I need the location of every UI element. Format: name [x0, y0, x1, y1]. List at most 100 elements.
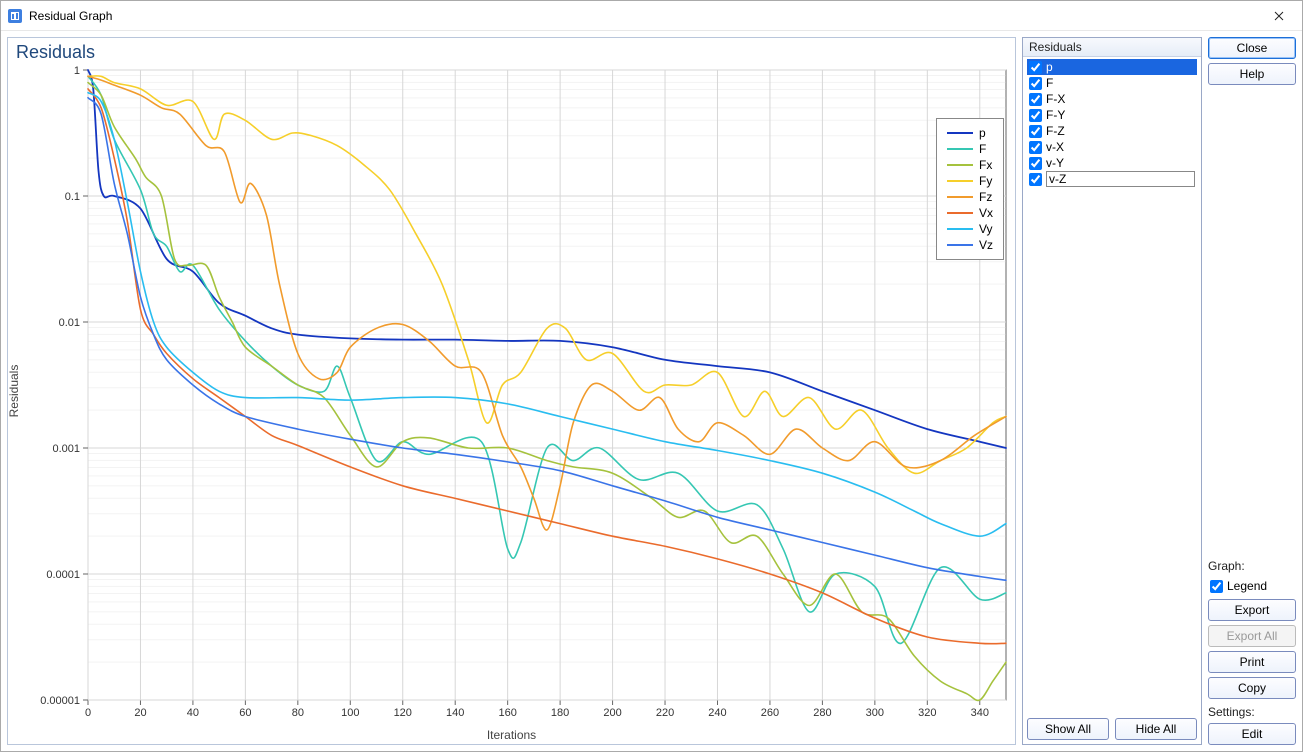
legend-swatch — [947, 212, 973, 214]
svg-text:0.01: 0.01 — [59, 317, 80, 329]
legend-swatch — [947, 148, 973, 150]
legend-label: Vz — [979, 238, 993, 252]
series-check-label: F-Y — [1046, 108, 1195, 122]
series-checkbox[interactable] — [1029, 157, 1042, 170]
legend-row: F — [947, 141, 993, 157]
window-close-button[interactable] — [1256, 1, 1302, 31]
export-all-button[interactable]: Export All — [1208, 625, 1296, 647]
legend-row: p — [947, 125, 993, 141]
series-checkbox[interactable] — [1029, 77, 1042, 90]
copy-button[interactable]: Copy — [1208, 677, 1296, 699]
series-check-row[interactable]: v-X — [1027, 139, 1197, 155]
series-check-row[interactable]: v-Z — [1027, 171, 1197, 187]
chart-svg: 0 20 40 60 80 100 120 140 160 180 200 220 240 260 280 3… — [8, 38, 1010, 744]
series-checkbox[interactable] — [1029, 93, 1042, 106]
legend-swatch — [947, 244, 973, 246]
svg-text:260: 260 — [761, 707, 779, 719]
window-title: Residual Graph — [29, 9, 1256, 23]
legend-label: Fz — [979, 190, 992, 204]
series-checkbox[interactable] — [1029, 125, 1042, 138]
legend-label: p — [979, 126, 986, 140]
series-check-row[interactable]: F-Z — [1027, 123, 1197, 139]
buttons-column: Close Help Graph: Legend Export Export A… — [1208, 37, 1296, 745]
legend-label: Fy — [979, 174, 992, 188]
legend-label: Vy — [979, 222, 993, 236]
legend-label: Vx — [979, 206, 993, 220]
print-button[interactable]: Print — [1208, 651, 1296, 673]
svg-text:160: 160 — [498, 707, 516, 719]
svg-text:20: 20 — [134, 707, 146, 719]
series-panel: Residuals pFF-XF-YF-Zv-Xv-Yv-Z Show All … — [1022, 37, 1202, 745]
svg-text:40: 40 — [187, 707, 199, 719]
svg-text:0.1: 0.1 — [65, 191, 80, 203]
svg-text:0.0001: 0.0001 — [46, 569, 80, 581]
hide-all-button[interactable]: Hide All — [1115, 718, 1197, 740]
settings-section-label: Settings: — [1208, 705, 1296, 719]
legend-swatch — [947, 164, 973, 166]
series-check-row[interactable]: v-Y — [1027, 155, 1197, 171]
show-all-button[interactable]: Show All — [1027, 718, 1109, 740]
svg-text:300: 300 — [866, 707, 884, 719]
right-column: Residuals pFF-XF-YF-Zv-Xv-Yv-Z Show All … — [1022, 37, 1202, 745]
legend-row: Vz — [947, 237, 993, 253]
legend-checkbox-label: Legend — [1227, 579, 1294, 593]
svg-text:240: 240 — [708, 707, 726, 719]
series-checkbox[interactable] — [1029, 173, 1042, 186]
legend-checkbox[interactable] — [1210, 580, 1223, 593]
series-check-row[interactable]: F-X — [1027, 91, 1197, 107]
svg-text:120: 120 — [394, 707, 412, 719]
window: Residual Graph Residuals 020406080100120… — [0, 0, 1303, 752]
titlebar: Residual Graph — [1, 1, 1302, 31]
help-button[interactable]: Help — [1208, 63, 1296, 85]
svg-text:200: 200 — [603, 707, 621, 719]
legend-swatch — [947, 228, 973, 230]
svg-text:180: 180 — [551, 707, 569, 719]
svg-text:60: 60 — [239, 707, 251, 719]
series-check-row[interactable]: p — [1027, 59, 1197, 75]
svg-text:340: 340 — [971, 707, 989, 719]
series-checkbox[interactable] — [1029, 141, 1042, 154]
series-check-label: p — [1046, 60, 1195, 74]
legend-swatch — [947, 132, 973, 134]
export-button[interactable]: Export — [1208, 599, 1296, 621]
legend-label: F — [979, 142, 986, 156]
close-button[interactable]: Close — [1208, 37, 1296, 59]
series-checkbox[interactable] — [1029, 109, 1042, 122]
svg-text:80: 80 — [292, 707, 304, 719]
legend-checkbox-row[interactable]: Legend — [1208, 577, 1296, 595]
series-check-label: F-Z — [1046, 124, 1195, 138]
svg-text:100: 100 — [341, 707, 359, 719]
legend-row: Fz — [947, 189, 993, 205]
legend-label: Fx — [979, 158, 992, 172]
series-check-label: v-Y — [1046, 156, 1195, 170]
legend-row: Fx — [947, 157, 993, 173]
svg-text:280: 280 — [813, 707, 831, 719]
chart-panel: Residuals 0 20 40 60 80 100 120 140 160 180 200 220… — [7, 37, 1016, 745]
series-check-label: F — [1046, 76, 1195, 90]
graph-section-label: Graph: — [1208, 559, 1296, 573]
svg-text:140: 140 — [446, 707, 464, 719]
series-check-label: v-Z — [1046, 171, 1195, 187]
chart-legend: pF Fx Fy Fz Vx Vy Vz — [936, 118, 1004, 260]
app-icon — [7, 8, 23, 24]
series-panel-title: Residuals — [1023, 38, 1201, 57]
edit-button[interactable]: Edit — [1208, 723, 1296, 745]
chart-xlabel: Iterations — [487, 728, 536, 742]
series-check-row[interactable]: F-Y — [1027, 107, 1197, 123]
series-checklist: pF F-X F-Y F-Z v-X v-Yv-Z — [1023, 57, 1201, 714]
legend-row: Vx — [947, 205, 993, 221]
series-check-row[interactable]: F — [1027, 75, 1197, 91]
series-check-label: v-X — [1046, 140, 1195, 154]
legend-row: Vy — [947, 221, 993, 237]
legend-swatch — [947, 180, 973, 182]
svg-text:0.001: 0.001 — [52, 443, 80, 455]
legend-swatch — [947, 196, 973, 198]
legend-row: Fy — [947, 173, 993, 189]
svg-text:0: 0 — [85, 707, 91, 719]
svg-text:220: 220 — [656, 707, 674, 719]
series-checkbox[interactable] — [1029, 61, 1042, 74]
series-check-label: F-X — [1046, 92, 1195, 106]
chart-ylabel: Residuals — [7, 341, 21, 441]
svg-text:1: 1 — [74, 65, 80, 77]
svg-text:0.00001: 0.00001 — [40, 695, 80, 707]
